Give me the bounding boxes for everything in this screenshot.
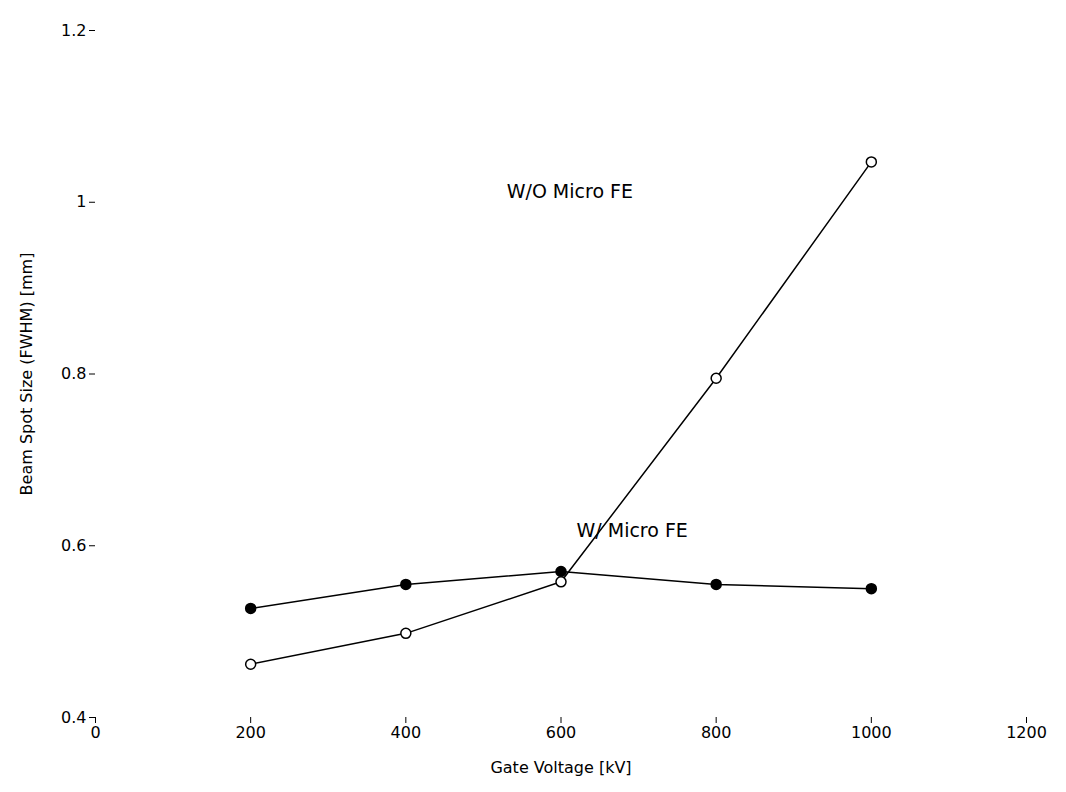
- svg-text:Beam Spot Size (FWHM) [mm]: Beam Spot Size (FWHM) [mm]: [17, 253, 36, 496]
- svg-text:W/ Micro FE: W/ Micro FE: [577, 519, 688, 541]
- svg-text:1000: 1000: [851, 723, 892, 742]
- svg-text:200: 200: [235, 723, 266, 742]
- svg-text:0.4: 0.4: [61, 708, 86, 727]
- svg-text:1: 1: [76, 192, 86, 211]
- svg-text:600: 600: [546, 723, 577, 742]
- svg-text:1.2: 1.2: [61, 21, 86, 40]
- svg-text:0: 0: [90, 723, 100, 742]
- svg-text:800: 800: [701, 723, 732, 742]
- svg-text:0.8: 0.8: [61, 364, 86, 383]
- svg-text:W/O Micro FE: W/O Micro FE: [507, 180, 633, 202]
- svg-text:Gate Voltage [kV]: Gate Voltage [kV]: [490, 758, 631, 777]
- svg-text:1200: 1200: [1006, 723, 1047, 742]
- svg-text:400: 400: [391, 723, 422, 742]
- svg-text:0.6: 0.6: [61, 536, 86, 555]
